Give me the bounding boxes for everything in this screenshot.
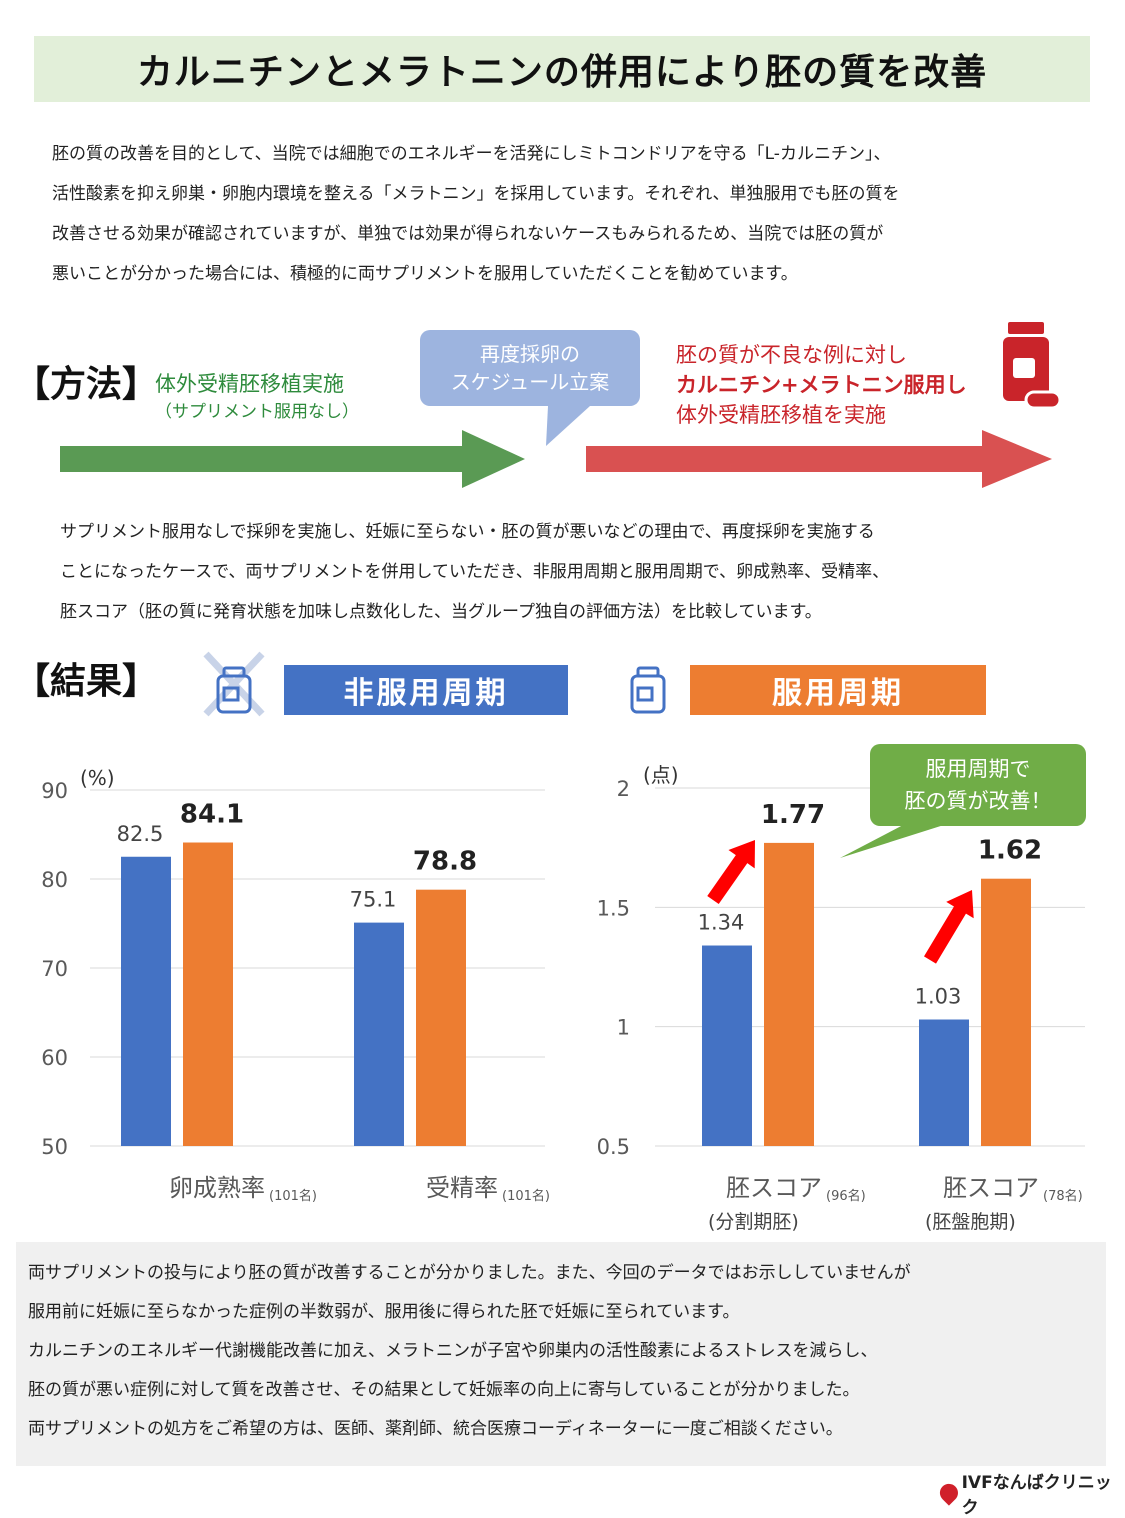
results-heading: 【結果】: [14, 661, 159, 702]
title-bar: カルニチンとメラトニンの併用により胚の質を改善: [34, 36, 1090, 102]
data-label: 84.1: [180, 800, 244, 830]
red-arrow-head: [982, 430, 1052, 488]
bar-non-supplement: [354, 922, 404, 1146]
supplement-cycle-label: 服用周期: [690, 665, 986, 715]
y-tick-label: 1: [617, 1016, 630, 1040]
x-category-note: (101名): [269, 1188, 317, 1204]
bar-supplement: [416, 889, 466, 1146]
green-arrow-shaft: [60, 446, 465, 472]
y-tick-label: 50: [41, 1135, 68, 1159]
step3-line-bold: カルニチン+メラトニン服用し: [676, 373, 967, 397]
data-label: 82.5: [117, 822, 164, 846]
x-category-note: (96名): [826, 1188, 866, 1204]
x-category-sublabel: (分割期胚): [708, 1211, 799, 1233]
conclusion-box: 両サプリメントの投与により胚の質が改善することが分かりました。また、今回のデータ…: [16, 1242, 1106, 1466]
bar-supplement: [764, 842, 814, 1146]
x-category-note: (78名): [1043, 1188, 1083, 1204]
non-supplement-cycle-label: 非服用周期: [284, 665, 568, 715]
supplement-bottle-icon: [630, 666, 666, 714]
page-title: カルニチンとメラトニンの併用により胚の質を改善: [136, 52, 988, 93]
y-unit-label: (点): [643, 763, 679, 787]
supplement-bottle-icon: [216, 666, 252, 714]
data-label: 78.8: [413, 847, 477, 877]
method-desc-line: 胚スコア（胚の質に発育状態を加味し点数化した、当グループ独自の評価方法）を比較し…: [60, 602, 822, 622]
clinic-logo-text: IVFなんばクリニック: [961, 1473, 1112, 1518]
x-category-label: 卵成熟率: [169, 1174, 265, 1202]
callout-box: [870, 744, 1086, 826]
method-description: サプリメント服用なしで採卵を実施し、妊娠に至らない・胚の質が悪いなどの理由で、再…: [60, 512, 1070, 632]
intro-line: 改善させる効果が確認されていますが、単独では効果が得られないケースもみられるため…: [52, 224, 884, 244]
method-step-supplement: 胚の質が不良な例に対し カルニチン+メラトニン服用し 体外受精胚移植を実施: [676, 340, 967, 430]
data-label: 1.62: [978, 836, 1042, 866]
y-unit-label: (%): [80, 766, 115, 790]
reschedule-bubble: 再度採卵の スケジュール立案: [420, 330, 640, 406]
x-category-sublabel: (胚盤胞期): [925, 1211, 1016, 1233]
y-tick-label: 80: [41, 868, 68, 892]
bar-non-supplement: [919, 1019, 969, 1146]
red-arrow-shaft: [586, 446, 986, 472]
location-pin-icon: [936, 1480, 962, 1506]
method-desc-line: ことになったケースで、両サプリメントを併用していただき、非服用周期と服用周期で、…: [60, 562, 890, 582]
conclusion-line: 両サプリメントの処方をご希望の方は、医師、薬剤師、統合医療コーディネーターに一度…: [28, 1419, 843, 1439]
conclusion-line: 服用前に妊娠に至らなかった症例の半数弱が、服用後に得られた胚で妊娠に至られていま…: [28, 1302, 740, 1322]
intro-line: 悪いことが分かった場合には、積極的に両サプリメントを服用していただくことを勧めて…: [52, 264, 798, 284]
red-arrow-shape: [923, 890, 974, 964]
red-arrow-icon: [923, 890, 974, 964]
bar-supplement: [183, 842, 233, 1146]
callout-line: 服用周期で: [926, 757, 1031, 781]
data-label: 75.1: [350, 888, 397, 912]
y-tick-label: 60: [41, 1046, 68, 1070]
y-tick-label: 2: [617, 777, 630, 801]
method-heading: 【方法】: [14, 364, 159, 405]
red-arrow-shape: [707, 840, 755, 905]
bar-non-supplement: [702, 945, 752, 1146]
data-label: 1.77: [761, 800, 825, 830]
callout-tail: [840, 824, 947, 858]
bar-supplement: [981, 878, 1031, 1146]
bubble-line: スケジュール立案: [450, 370, 610, 394]
supplement-icon-wrap: [630, 666, 666, 714]
step1-title: 体外受精胚移植実施: [155, 372, 344, 396]
intro-line: 胚の質の改善を目的として、当院では細胞でのエネルギーを活発にしミトコンドリアを守…: [52, 144, 891, 164]
intro-text: 胚の質の改善を目的として、当院では細胞でのエネルギーを活発にしミトコンドリアを守…: [52, 134, 1092, 294]
y-tick-label: 90: [41, 779, 68, 803]
bar-non-supplement: [121, 856, 171, 1146]
x-category-label: 胚スコア: [943, 1174, 1039, 1202]
method-desc-line: サプリメント服用なしで採卵を実施し、妊娠に至らない・胚の質が悪いなどの理由で、再…: [60, 522, 875, 542]
step3-line: 胚の質が不良な例に対し: [676, 343, 907, 367]
method-flow-graphic: [60, 322, 1062, 488]
callout-line: 胚の質が改善！: [905, 789, 1052, 813]
y-tick-label: 0.5: [597, 1135, 630, 1159]
data-label: 1.03: [915, 985, 962, 1009]
cross-mark-icon: [203, 651, 265, 717]
conclusion-line: 胚の質が悪い症例に対して質を改善させ、その結果として妊娠率の向上に寄与しているこ…: [28, 1380, 860, 1400]
intro-line: 活性酸素を抑え卵巣・卵胞内環境を整える「メラトニン」を採用しています。それぞれ、…: [52, 184, 900, 204]
bubble-line: 再度採卵の: [480, 342, 580, 366]
conclusion-line: 両サプリメントの投与により胚の質が改善することが分かりました。また、今回のデータ…: [28, 1263, 911, 1283]
x-category-label: 受精率: [426, 1174, 498, 1202]
y-tick-label: 1.5: [597, 896, 630, 920]
red-arrow-icon: [707, 840, 755, 905]
clinic-logo: IVFなんばクリニック: [936, 1468, 1125, 1518]
conclusion-line: カルニチンのエネルギー代謝機能改善に加え、メラトニンが子宮や卵巣内の活性酸素によ…: [28, 1341, 878, 1361]
y-tick-label: 70: [41, 957, 68, 981]
supplement-bottle-icon: [1003, 322, 1062, 410]
x-category-label: 胚スコア: [726, 1174, 822, 1202]
x-category-note: (101名): [502, 1188, 550, 1204]
data-label: 1.34: [698, 911, 745, 935]
step3-line: 体外受精胚移植を実施: [676, 403, 886, 427]
method-step-baseline: 体外受精胚移植実施 （サプリメント服用なし）: [155, 370, 359, 426]
no-supplement-icon: [203, 651, 265, 717]
green-arrow-head: [462, 430, 525, 488]
step1-subtitle: （サプリメント服用なし）: [155, 402, 359, 422]
bubble-tail: [546, 406, 590, 446]
